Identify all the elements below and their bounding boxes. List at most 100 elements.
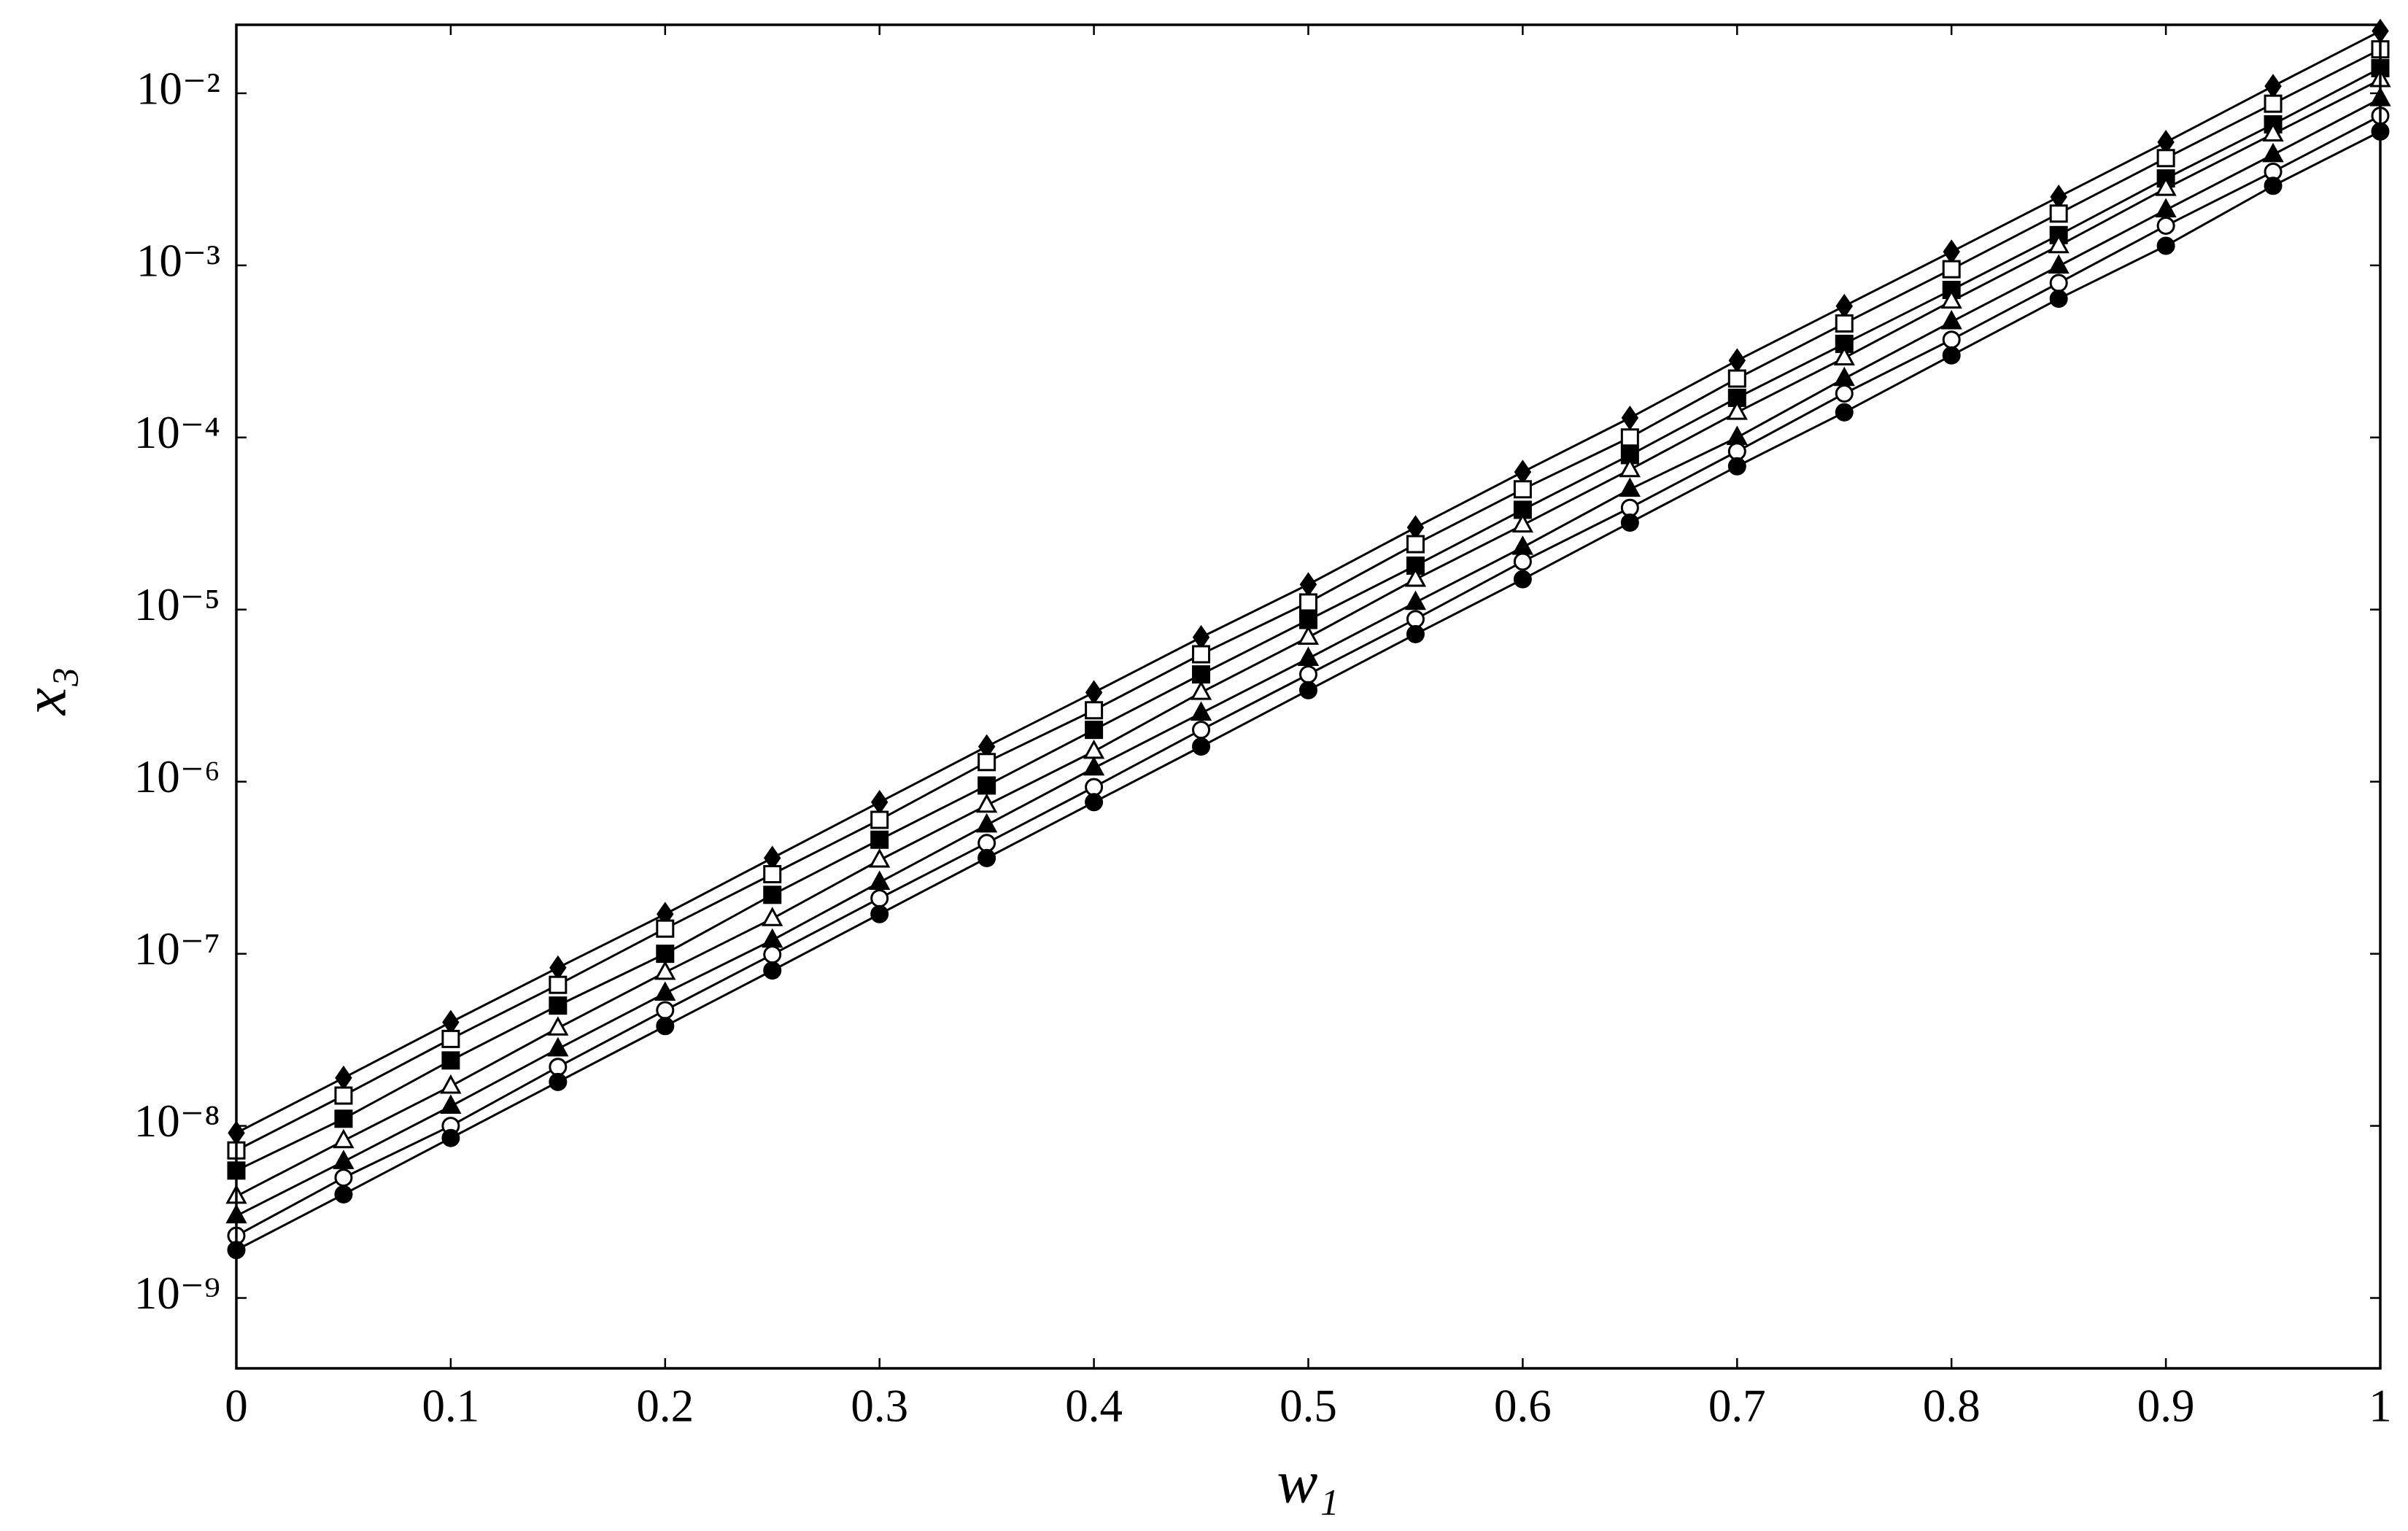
marker [2050,185,2067,209]
marker [869,870,891,891]
marker [654,981,676,1001]
marker [977,848,996,867]
x-axis-label: w₁ [1277,1448,1339,1516]
marker [1942,260,1961,279]
marker [549,1058,568,1077]
marker [2048,233,2070,254]
marker [870,810,889,829]
marker [870,904,889,923]
y-tick-label: 10⁻² [136,63,220,114]
marker [1192,737,1211,756]
x-tick-label: 0.8 [1923,1380,1981,1431]
x-tick-label: 0.5 [1280,1380,1337,1431]
marker [1727,442,1746,461]
y-tick-label: 10⁻⁶ [134,751,220,802]
marker [1942,346,1961,365]
marker [2156,236,2175,255]
marker [1085,793,1104,812]
marker [1726,400,1748,420]
marker [977,753,996,772]
marker [2262,142,2284,163]
marker [1299,681,1317,699]
marker [2264,177,2283,195]
marker [869,848,891,868]
marker [547,1036,569,1057]
marker [2155,177,2177,196]
y-tick-label: 10⁻⁹ [134,1268,220,1319]
marker [1297,625,1320,646]
y-tick-label: 10⁻⁴ [134,407,220,458]
marker [1620,513,1639,532]
marker [1085,701,1104,720]
marker [870,789,889,815]
marker [333,1150,355,1169]
x-tick-label: 0.3 [851,1380,908,1431]
x-tick-label: 1 [2369,1380,2392,1431]
marker [1835,403,1854,422]
marker [1620,428,1639,447]
marker [1190,701,1212,721]
marker [2155,198,2177,218]
marker [1943,239,1960,265]
y-axis-label: x₃ [11,667,79,717]
marker [1513,480,1532,499]
marker [440,1094,462,1114]
x-tick-label: 0.4 [1065,1380,1123,1431]
marker [441,1029,460,1048]
marker [1404,590,1427,611]
x-tick-label: 0.6 [1494,1380,1552,1431]
marker [976,813,998,833]
marker [1404,567,1427,587]
marker [1513,570,1532,589]
marker [763,945,782,964]
marker [870,889,889,908]
x-tick-label: 0.7 [1708,1380,1766,1431]
marker [762,928,783,948]
marker [549,955,567,980]
x-tick-label: 0.1 [422,1380,480,1431]
marker [1192,624,1210,650]
marker [1619,477,1641,497]
marker [1299,572,1317,597]
marker [1085,680,1103,705]
marker [2156,149,2175,168]
marker [1940,309,1962,330]
marker [1406,535,1425,554]
marker [1192,721,1211,740]
marker [2049,290,2068,309]
marker [656,1001,675,1020]
marker [1192,645,1211,664]
marker [870,830,889,849]
plot-frame [235,23,2382,1370]
marker [977,776,996,795]
marker [1083,756,1105,776]
marker [1727,457,1746,476]
marker [2262,122,2284,142]
marker [1513,552,1532,571]
marker [1514,460,1532,485]
marker [1835,293,1853,319]
marker [1083,739,1105,759]
marker [1511,513,1534,533]
marker [549,975,568,994]
marker [440,1074,462,1094]
y-tick-label: 10⁻⁵ [134,579,220,630]
marker [1940,289,1962,309]
marker [2048,254,2070,274]
marker [1726,425,1748,446]
marker [763,865,782,884]
marker [1299,593,1317,612]
marker [547,1016,569,1036]
marker [1190,681,1212,700]
marker [1299,665,1317,684]
marker [1833,346,1855,365]
marker [442,1009,460,1035]
marker [2049,204,2068,223]
marker [656,1017,675,1036]
marker [1942,330,1961,349]
marker [976,793,998,813]
marker [1406,515,1425,540]
marker [763,961,782,980]
marker [762,907,783,926]
marker [1406,610,1425,629]
